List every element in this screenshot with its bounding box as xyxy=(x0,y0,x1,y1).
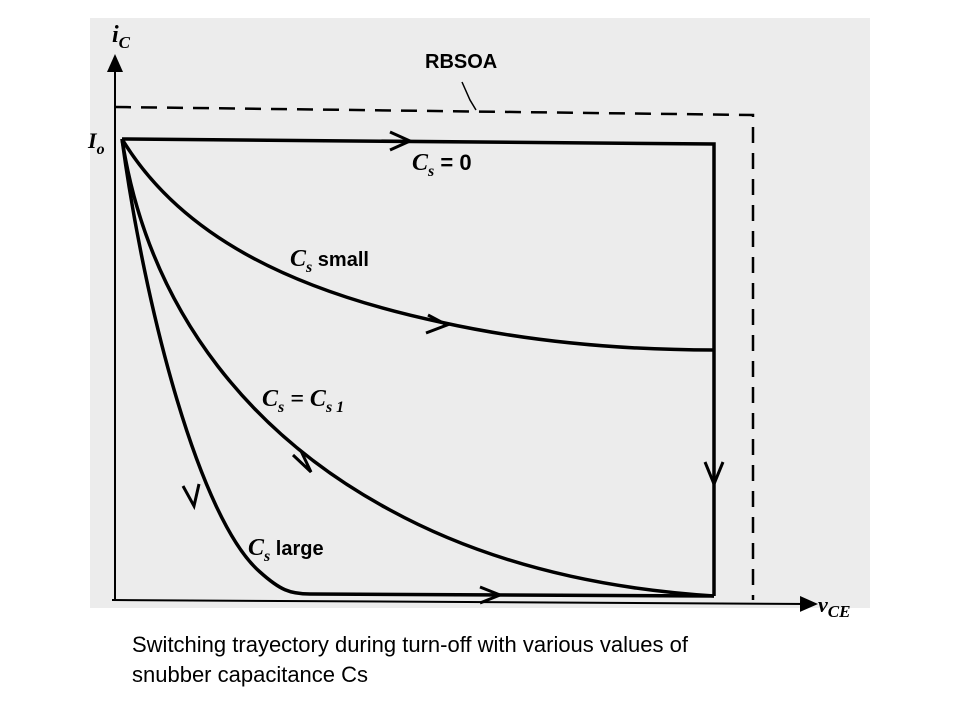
arrow-cs-zero xyxy=(389,130,414,152)
label-cs-large: Cs large xyxy=(248,535,324,565)
trajectory-cs-zero xyxy=(121,137,716,596)
y-axis-label: iC xyxy=(112,22,131,52)
rbsoa-boundary xyxy=(114,105,755,600)
arrow-cs-small xyxy=(425,313,451,335)
x-axis-label: vCE xyxy=(818,592,850,621)
label-cs-one: Cs = Cs 1 xyxy=(262,386,344,416)
rbsoa-label: RBSOA xyxy=(425,51,497,73)
trajectory-cs-small xyxy=(120,138,715,352)
io-label: Io xyxy=(87,128,105,158)
caption-line-1: Switching trayectory during turn-off wit… xyxy=(132,632,688,657)
figure-caption: Switching trayectory during turn-off wit… xyxy=(132,630,852,690)
rbsoa-pointer xyxy=(461,81,477,111)
trajectory-cs-one xyxy=(120,138,715,598)
arrow-vertical-drop xyxy=(703,461,725,488)
trajectory-cs-large xyxy=(120,138,715,598)
label-cs-small: Cs small xyxy=(290,246,369,276)
arrow-cs-large xyxy=(181,483,201,511)
arrow-bottom xyxy=(479,585,505,605)
figure-background xyxy=(90,18,870,608)
caption-line-2: snubber capacitance Cs xyxy=(132,662,369,687)
arrow-cs-one xyxy=(291,450,313,474)
label-cs-zero: Cs = 0 xyxy=(412,150,472,180)
x-axis xyxy=(111,595,818,612)
